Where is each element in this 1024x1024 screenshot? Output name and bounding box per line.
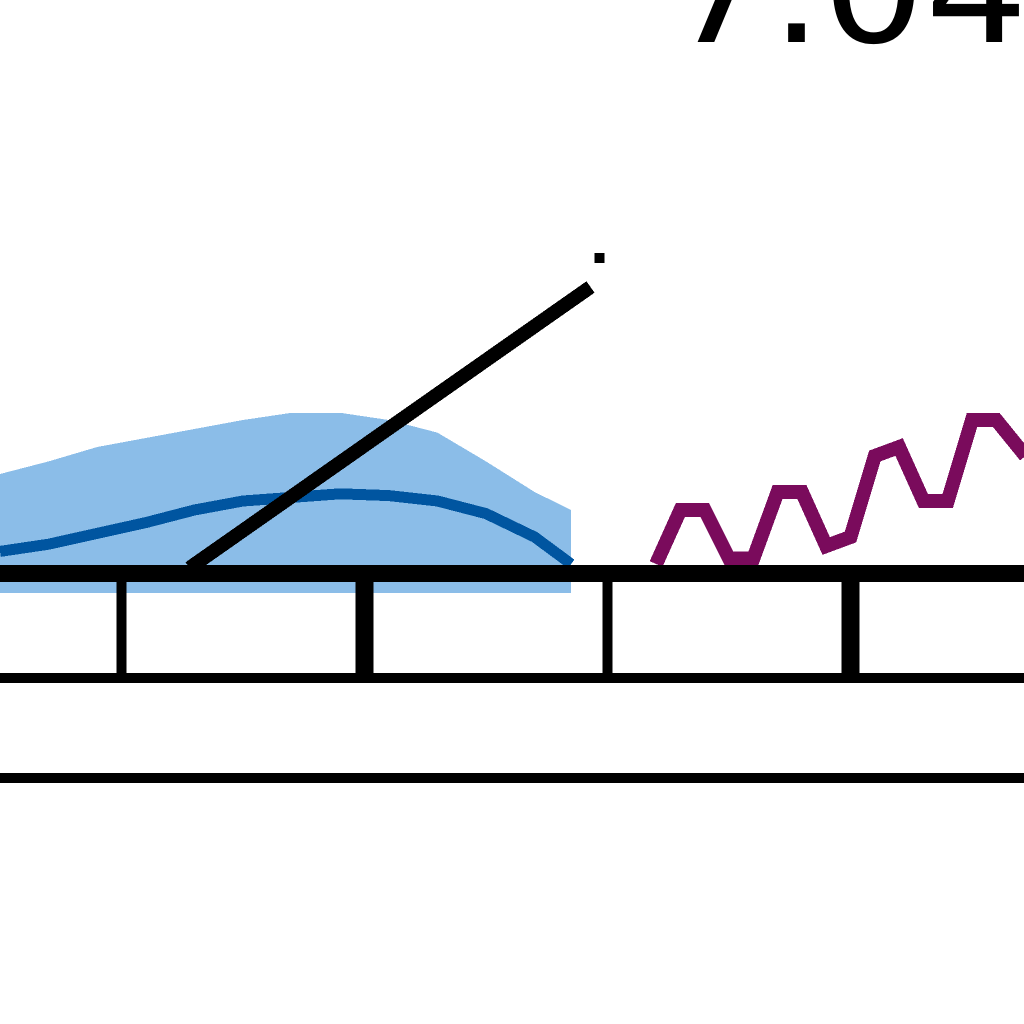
annotation-group: 7.04 — [185, 0, 1024, 574]
x-tick-0 — [116, 575, 127, 675]
table-rule-2 — [0, 773, 1024, 783]
axes — [0, 565, 1024, 783]
x-tick-1 — [355, 575, 374, 675]
series-line-1 — [649, 413, 1024, 567]
x-tick-3 — [841, 575, 860, 675]
x-axis-line — [0, 565, 1024, 582]
annotation-arrow-tip — [594, 253, 605, 263]
annotation-arrow — [185, 281, 595, 574]
table-rule-1 — [0, 673, 1024, 683]
x-tick-2 — [602, 575, 613, 675]
annotation-label: 7.04 — [668, 0, 1024, 78]
